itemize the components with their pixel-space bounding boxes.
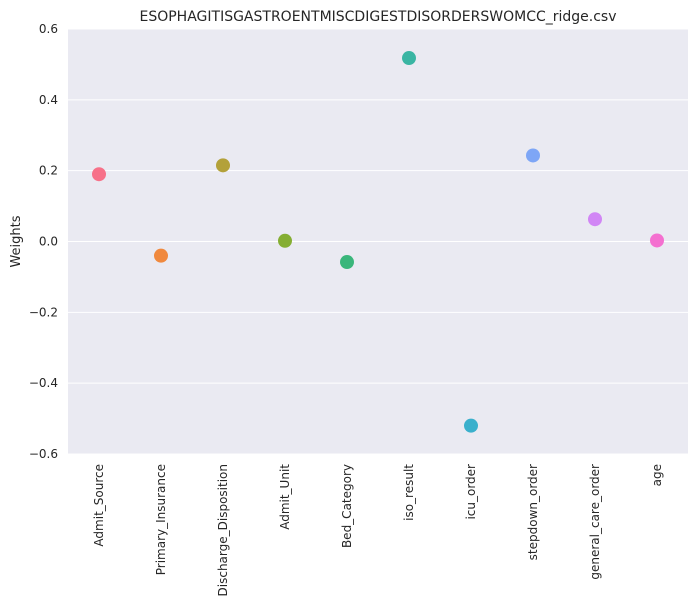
data-point xyxy=(154,248,168,263)
data-point xyxy=(526,148,540,163)
x-tick-label: Bed_Category xyxy=(340,464,354,548)
data-point xyxy=(588,212,602,227)
y-tick-label: 0.0 xyxy=(39,235,58,249)
y-tick-label: 0.4 xyxy=(39,93,58,107)
x-tick-label: Primary_Insurance xyxy=(154,464,168,575)
y-tick-label: −0.4 xyxy=(29,376,58,390)
x-tick-label: general_care_order xyxy=(588,464,602,580)
x-tick-label: stepdown_order xyxy=(526,464,540,560)
y-tick-label: 0.6 xyxy=(39,22,58,36)
x-tick-label: icu_order xyxy=(464,464,478,520)
x-tick-label: Admit_Unit xyxy=(278,464,292,530)
x-tick-label: Admit_Source xyxy=(92,464,106,547)
x-tick-label: iso_result xyxy=(402,464,416,521)
y-axis-label: Weights xyxy=(9,215,24,267)
data-point xyxy=(216,158,230,173)
chart-title: ESOPHAGITISGASTROENTMISCDIGESTDISORDERSW… xyxy=(139,9,616,25)
y-tick-label: −0.2 xyxy=(29,305,58,319)
grid-lines xyxy=(68,28,688,455)
data-point xyxy=(402,51,416,66)
data-point xyxy=(650,233,664,248)
x-tick-label: Discharge_Disposition xyxy=(216,464,230,596)
data-point xyxy=(464,418,478,433)
data-point xyxy=(92,167,106,182)
data-point xyxy=(278,233,292,248)
y-tick-label: 0.2 xyxy=(39,164,58,178)
y-axis-ticks: −0.6 −0.4 −0.2 0.0 0.2 0.4 0.6 xyxy=(29,22,58,461)
x-tick-label: age xyxy=(650,464,664,486)
data-points xyxy=(92,51,664,433)
y-tick-label: −0.6 xyxy=(29,447,58,461)
data-point xyxy=(340,255,354,270)
x-axis-ticks: Admit_Source Primary_Insurance Discharge_D… xyxy=(92,464,664,597)
